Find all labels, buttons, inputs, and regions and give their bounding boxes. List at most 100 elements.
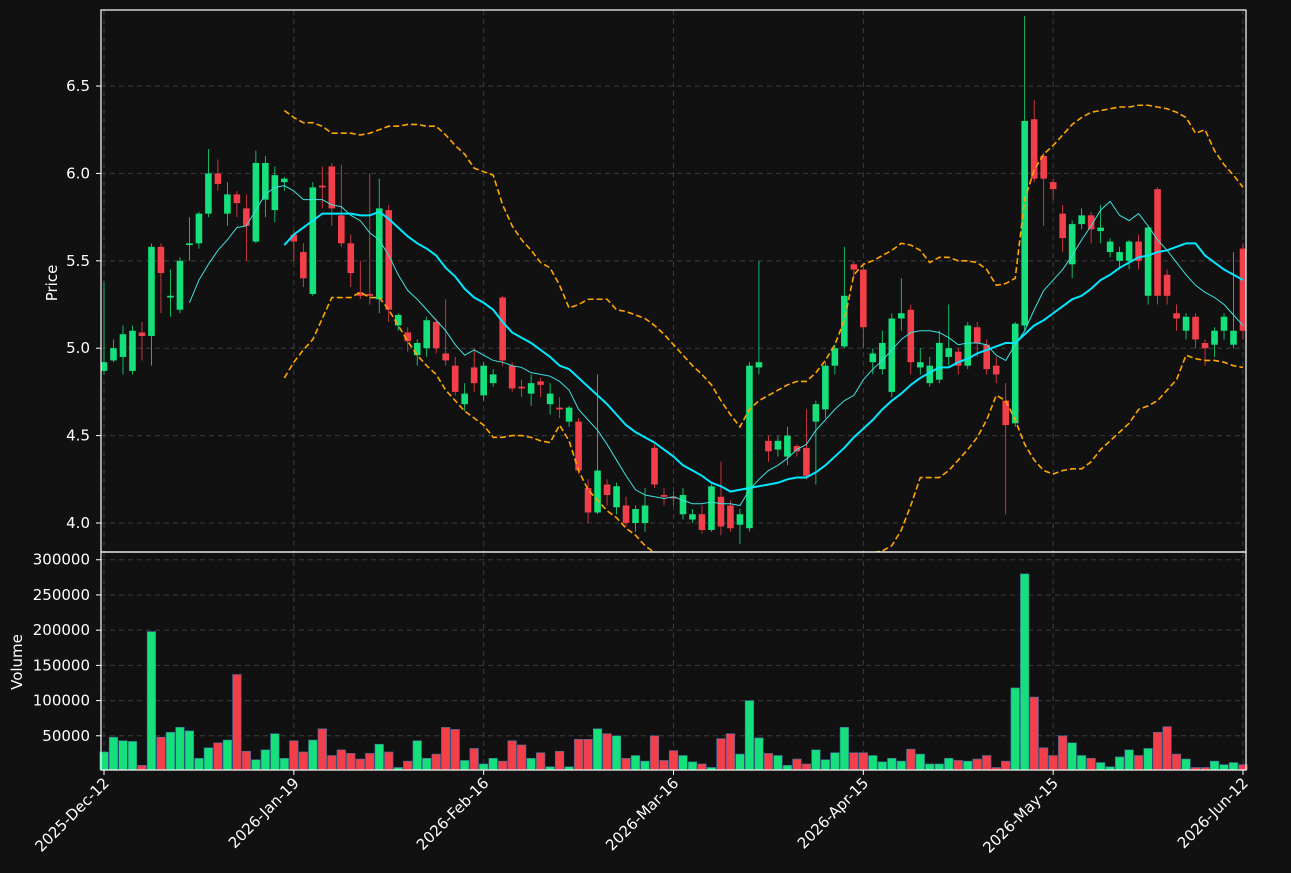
volume-bar [1209,760,1220,771]
volume-bar [175,727,185,771]
volume-bar [317,728,327,771]
candle-body [812,404,820,422]
candle-body [1154,189,1161,296]
volume-bar [792,758,802,771]
volume-bar [697,763,707,771]
candle-body [765,440,772,452]
candle-body [926,365,934,384]
candle-body [356,292,364,296]
y-axis-label: Price [43,265,61,302]
volume-bar [479,763,489,771]
candle-body [888,318,896,392]
volume-bar [365,753,375,771]
candle-body [698,514,706,530]
candle-body [803,447,810,476]
volume-bar [754,737,764,771]
volume-bar [1067,742,1077,771]
candles [100,16,1247,544]
candle-body [300,252,307,279]
candle-body [964,325,972,366]
candle-body [1106,241,1114,253]
candle-body [347,243,355,274]
volume-bar [1039,747,1049,771]
volume-bar [668,750,679,771]
candle-body [575,421,582,471]
y-tick-label: 150000 [33,656,90,674]
candle-body [556,407,563,410]
candle-body [651,447,658,485]
candle-body [432,321,440,349]
y-tick-label: 4.0 [66,514,90,532]
candle-body [831,348,839,366]
volume-bar [1219,764,1229,771]
volume-bar [469,748,479,771]
volume-bar [554,750,565,771]
volume-bar [146,631,157,771]
volume-bar [488,758,498,771]
candle-body [527,383,535,394]
candle-body [708,486,715,530]
volume-bar [127,741,138,771]
candle-body [119,334,127,357]
candle-body [736,514,744,525]
volume-bar [1096,762,1106,771]
volume-bar [1020,573,1030,771]
volume-bar [839,727,849,771]
y-tick-label: 50000 [42,727,90,745]
volume-bar [906,748,916,771]
candle-body [319,185,326,188]
volume-bar [782,765,792,771]
volume-bar [659,760,669,771]
volume-bar [1181,758,1191,771]
candle-body [385,210,393,310]
volume-bar [687,761,698,771]
volume-bar [801,763,811,771]
volume-bar [811,749,821,771]
candle-body [480,365,487,396]
volume-bar [374,743,384,771]
indicator-line [283,210,1244,493]
volume-bar [744,700,755,771]
volume-bar [1152,731,1163,771]
candle-body [954,351,962,366]
volume-bar [251,759,261,771]
volume-bar [877,761,887,771]
candle-body [309,187,317,295]
volume-bar [517,744,527,771]
volume-bar [289,740,299,771]
candle-body [717,496,725,527]
volume-bar [422,758,432,771]
volume-bar [649,735,660,771]
candle-body [898,313,905,319]
candle-body [546,393,554,405]
volume-bar [213,742,223,771]
indicator-lines [188,104,1244,552]
volume-bar [621,758,631,771]
volume-bar [944,758,954,771]
volume-bar [868,755,878,771]
volume-bar [507,740,517,771]
volume-bar [716,738,726,771]
candle-body [186,243,193,246]
candle-body [1078,215,1085,225]
candle-body [793,446,801,452]
volume-bar [460,760,470,771]
y-tick-label: 5.5 [66,252,90,270]
volume-bar [308,739,318,771]
candle-body [138,332,146,336]
candle-body [973,327,981,343]
volume-bar [270,733,280,771]
candle-body [423,320,431,349]
volume-bar [725,733,736,771]
candle-body [1182,316,1190,331]
candle-body [632,509,639,523]
candle-body [176,260,184,310]
y-tick-label: 6.5 [66,77,90,95]
volume-bar [298,751,308,771]
candle-body [983,344,991,370]
volume-bar [108,736,119,771]
candle-body [1116,252,1123,261]
volume-bar [241,750,251,771]
candle-body [489,374,497,384]
